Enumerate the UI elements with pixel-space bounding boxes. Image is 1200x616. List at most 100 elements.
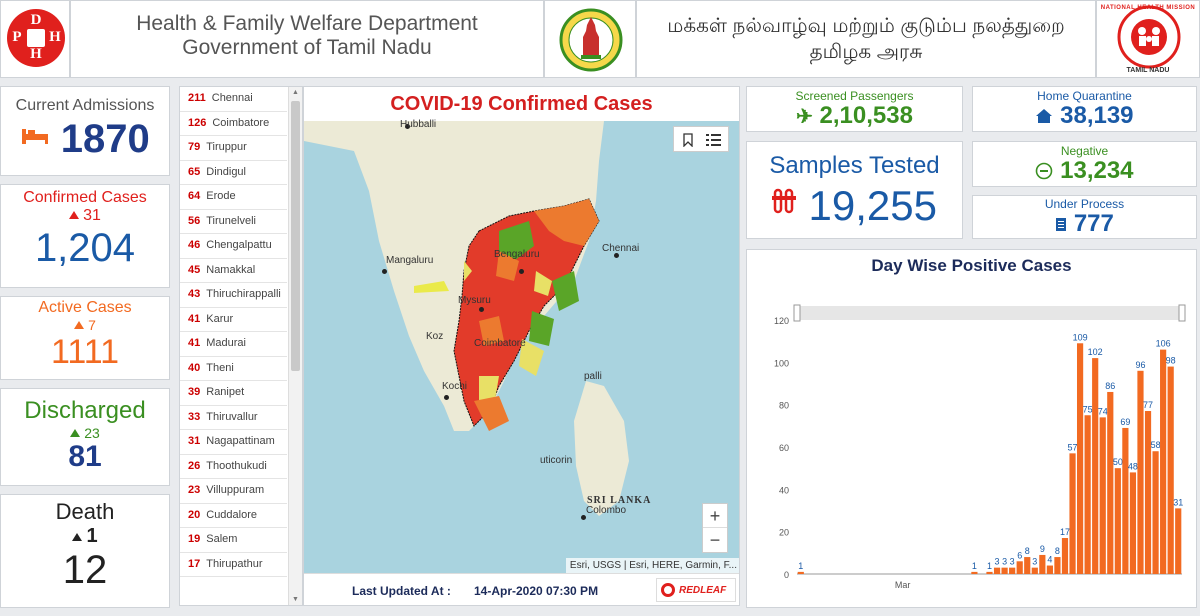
bar: [1016, 561, 1023, 574]
bar: [1054, 557, 1061, 574]
district-row[interactable]: 33 Thiruvallur: [180, 406, 287, 430]
district-row[interactable]: 40 Theni: [180, 357, 287, 381]
district-row[interactable]: 64 Erode: [180, 185, 287, 210]
bar-value-label: 3: [1032, 557, 1037, 567]
bar: [1137, 370, 1144, 574]
dph-letter: D: [30, 12, 42, 28]
district-row[interactable]: 41 Madurai: [180, 332, 287, 357]
bookmark-icon[interactable]: [682, 133, 694, 147]
bar: [1129, 472, 1137, 574]
district-row[interactable]: 65 Dindigul: [180, 161, 287, 185]
map-canvas[interactable]: Hubballi Chennai Bengaluru Mangaluru Mys…: [304, 119, 739, 573]
active-cases-title: Active Cases: [38, 299, 132, 316]
district-row[interactable]: 46 Chengalpattu: [180, 234, 287, 259]
minus-circle-icon: [1036, 162, 1053, 180]
district-row[interactable]: 31 Nagapattinam: [180, 430, 287, 455]
bar-value-label: 50: [1113, 457, 1123, 467]
redleaf-label: REDLEAF: [679, 585, 727, 596]
map-drawing: [304, 121, 629, 516]
dph-logo: D P H H: [0, 0, 70, 78]
bar-value-label: 8: [1025, 546, 1030, 556]
map-label-mangaluru: Mangaluru: [386, 255, 434, 266]
map-label-bengaluru: Bengaluru: [494, 249, 540, 260]
district-row[interactable]: 39 Ranipet: [180, 381, 287, 406]
last-updated-value: 14-Apr-2020 07:30 PM: [474, 584, 599, 598]
bar-value-label: 102: [1088, 347, 1103, 357]
district-name: Ranipet: [206, 386, 245, 398]
under-process-title: Under Process: [1044, 197, 1125, 211]
scroll-down-icon[interactable]: ▼: [292, 596, 299, 603]
up-arrow-icon: [72, 533, 83, 541]
district-row[interactable]: 45 Namakkal: [180, 259, 287, 283]
district-count: 19: [188, 533, 201, 545]
confirmed-delta: 31: [1, 207, 169, 225]
map-label-srilanka: SRI LANKA: [587, 495, 652, 506]
district-row[interactable]: 126 Coimbatore: [180, 112, 287, 136]
discharged-delta-value: 23: [84, 425, 100, 441]
y-tick-label: 0: [784, 570, 789, 580]
city-marker: [382, 269, 387, 274]
district-name: Chengalpattu: [206, 239, 272, 251]
discharged-card: Discharged 23 81: [0, 388, 170, 486]
district-row[interactable]: 211 Chennai: [180, 87, 287, 112]
bar: [1061, 538, 1069, 574]
nhm-logo: NATIONAL HEALTH MISSION TAMIL NADU: [1096, 0, 1200, 78]
district-list-scrollbar[interactable]: ▲ ▼: [288, 87, 302, 605]
district-row[interactable]: 19 Salem: [180, 528, 287, 553]
district-row[interactable]: 79 Tiruppur: [180, 136, 287, 161]
nhm-logo-icon: [1117, 5, 1181, 69]
bar: [1114, 468, 1121, 574]
scroll-up-icon[interactable]: ▲: [292, 89, 299, 96]
bar-value-label: 3: [1002, 557, 1007, 567]
y-tick-label: 40: [779, 485, 789, 495]
current-admissions-card: Current Admissions 1870: [0, 86, 170, 176]
confirmed-cases-title: Confirmed Cases: [23, 189, 147, 206]
district-count: 40: [188, 361, 201, 374]
bar-value-label: 6: [1017, 550, 1022, 560]
bar-value-label: 74: [1098, 406, 1108, 416]
legend-list-icon[interactable]: [706, 133, 722, 147]
city-marker: [405, 124, 410, 129]
plane-icon: ✈: [796, 106, 813, 128]
scroll-thumb[interactable]: [291, 101, 300, 371]
active-delta-value: 7: [88, 317, 96, 333]
dph-letter: H: [30, 46, 42, 62]
range-slider-handle[interactable]: [1178, 304, 1186, 322]
district-row[interactable]: 41 Karur: [180, 308, 287, 332]
zoom-out-button[interactable]: −: [709, 530, 721, 550]
district-count: 33: [188, 410, 201, 423]
bar-value-label: 48: [1128, 461, 1138, 471]
bar-value-label: 17: [1060, 527, 1070, 537]
district-count: 39: [188, 386, 201, 398]
district-row[interactable]: 56 Tirunelveli: [180, 210, 287, 234]
death-title: Death: [55, 499, 115, 524]
bed-icon: [22, 129, 49, 144]
map-label-coimbatore: Coimbatore: [474, 338, 526, 349]
district-row[interactable]: 43 Thiruchirappalli: [180, 283, 287, 308]
under-process-value: 777: [1073, 210, 1114, 237]
district-count: 31: [188, 435, 201, 447]
negative-title: Negative: [1060, 144, 1109, 158]
range-slider-track: [797, 306, 1182, 320]
bar-value-label: 9: [1040, 544, 1045, 554]
district-row[interactable]: 17 Thirupathur: [180, 553, 287, 577]
district-row[interactable]: 20 Cuddalore: [180, 504, 287, 528]
district-row[interactable]: 26 Thoothukudi: [180, 455, 287, 479]
range-slider-handle[interactable]: [793, 304, 801, 322]
district-row[interactable]: 23 Villuppuram: [180, 479, 287, 504]
discharged-title: Discharged: [24, 397, 146, 424]
y-tick-label: 100: [774, 358, 789, 368]
district-name: Chennai: [211, 92, 253, 104]
clipboard-icon: [1056, 218, 1067, 231]
bar: [1024, 557, 1031, 574]
bar-value-label: 86: [1105, 381, 1115, 391]
tamil-department: மக்கள் நல்வாழ்வு மற்றும் குடும்ப நலத்துற…: [667, 15, 1065, 37]
current-admissions-value: 1870: [60, 117, 150, 161]
district-list[interactable]: 211 Chennai 126 Coimbatore 79 Tiruppur 65 Dindi…: [179, 86, 303, 606]
day-wise-chart-card: Day Wise Positive Cases 0 20 40 60 80 100 120 1…: [746, 249, 1197, 608]
district-name: Dindigul: [206, 165, 246, 178]
bar: [1152, 451, 1159, 574]
bar-value-label: 1: [798, 561, 803, 571]
zoom-in-button[interactable]: +: [703, 504, 727, 528]
